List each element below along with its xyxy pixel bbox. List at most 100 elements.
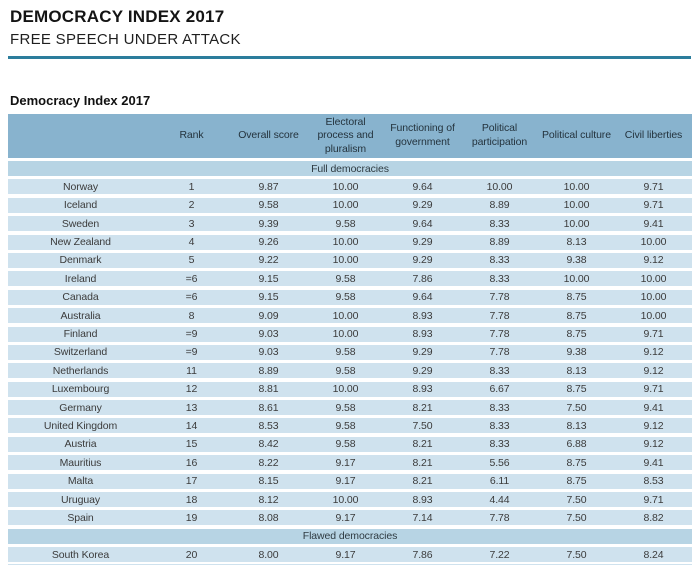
column-header-political-participation: Political participation bbox=[471, 122, 528, 148]
value-cell: 10.00 bbox=[563, 199, 590, 212]
table-row: Ireland =6 9.15 9.58 7.86 8.33 10.00 10.00 bbox=[8, 271, 692, 287]
value-cell: 10.00 bbox=[332, 199, 359, 212]
value-cell: 6.88 bbox=[566, 438, 587, 451]
value-cell: 7.78 bbox=[489, 328, 510, 341]
value-cell: 10.00 bbox=[332, 328, 359, 341]
value-cell: 9.58 bbox=[335, 419, 356, 432]
value-cell: 9.41 bbox=[643, 401, 664, 414]
value-cell: 9.09 bbox=[258, 309, 279, 322]
value-cell: 7.78 bbox=[489, 346, 510, 359]
table-row: Iceland 2 9.58 10.00 9.29 8.89 10.00 9.71 bbox=[8, 197, 692, 213]
value-cell: 9.58 bbox=[335, 364, 356, 377]
value-cell: 8.93 bbox=[412, 328, 433, 341]
value-cell: 9.12 bbox=[643, 438, 664, 451]
value-cell: 8.93 bbox=[412, 383, 433, 396]
country-cell: Denmark bbox=[59, 254, 102, 267]
country-cell: Malta bbox=[67, 475, 94, 488]
value-cell: 9.29 bbox=[412, 364, 433, 377]
value-cell: 9.58 bbox=[335, 438, 356, 451]
country-cell: Sweden bbox=[61, 217, 100, 230]
value-cell: 7.50 bbox=[412, 419, 433, 432]
value-cell: 7.50 bbox=[566, 511, 587, 524]
value-cell: 8.42 bbox=[258, 438, 279, 451]
value-cell: 9.12 bbox=[643, 364, 664, 377]
value-cell: 8.75 bbox=[566, 309, 587, 322]
value-cell: 6.67 bbox=[489, 383, 510, 396]
value-cell: 15 bbox=[185, 438, 198, 451]
value-cell: 9.12 bbox=[643, 419, 664, 432]
value-cell: 7.50 bbox=[566, 548, 587, 561]
value-cell: 8.21 bbox=[412, 456, 433, 469]
table-row: Austria 15 8.42 9.58 8.21 8.33 6.88 9.12 bbox=[8, 436, 692, 452]
country-cell: Finland bbox=[63, 328, 98, 341]
value-cell: 8.81 bbox=[258, 383, 279, 396]
value-cell: 8.82 bbox=[643, 511, 664, 524]
country-cell: Netherlands bbox=[52, 364, 109, 377]
value-cell: 8.75 bbox=[566, 383, 587, 396]
country-cell: Switzerland bbox=[53, 346, 108, 359]
country-cell: Iceland bbox=[63, 199, 98, 212]
table-row: Denmark 5 9.22 10.00 9.29 8.33 9.38 9.12 bbox=[8, 252, 692, 268]
value-cell: =6 bbox=[185, 291, 198, 304]
value-cell: 10.00 bbox=[563, 272, 590, 285]
country-cell: Ireland bbox=[64, 272, 97, 285]
value-cell: 10.00 bbox=[640, 291, 667, 304]
value-cell: 4 bbox=[188, 236, 195, 249]
value-cell: 8.89 bbox=[489, 199, 510, 212]
value-cell: 19 bbox=[185, 511, 198, 524]
country-cell: Mauritius bbox=[59, 456, 102, 469]
value-cell: 8.08 bbox=[258, 511, 279, 524]
value-cell: 9.64 bbox=[412, 217, 433, 230]
value-cell: 8.93 bbox=[412, 493, 433, 506]
divider-rule bbox=[8, 56, 691, 59]
value-cell: 8.21 bbox=[412, 401, 433, 414]
value-cell: 9.29 bbox=[412, 254, 433, 267]
value-cell: 9.58 bbox=[335, 217, 356, 230]
value-cell: 9.58 bbox=[258, 199, 279, 212]
value-cell: 9.38 bbox=[566, 346, 587, 359]
value-cell: 9.17 bbox=[335, 475, 356, 488]
value-cell: 9.22 bbox=[258, 254, 279, 267]
value-cell: 8.33 bbox=[489, 217, 510, 230]
table-row: Malta 17 8.15 9.17 8.21 6.11 8.75 8.53 bbox=[8, 473, 692, 489]
value-cell: 8.12 bbox=[258, 493, 279, 506]
country-cell: United Kingdom bbox=[43, 419, 118, 432]
table-row: South Korea 20 8.00 9.17 7.86 7.22 7.50 8.24 bbox=[8, 547, 692, 563]
table-row: New Zealand 4 9.26 10.00 9.29 8.89 8.13 10.00 bbox=[8, 234, 692, 250]
value-cell: 9.71 bbox=[643, 328, 664, 341]
value-cell: 7.50 bbox=[566, 493, 587, 506]
value-cell: 8.15 bbox=[258, 475, 279, 488]
value-cell: 8.33 bbox=[489, 419, 510, 432]
value-cell: 8.75 bbox=[566, 475, 587, 488]
value-cell: 4.44 bbox=[489, 493, 510, 506]
value-cell: 8.75 bbox=[566, 328, 587, 341]
value-cell: 8.33 bbox=[489, 364, 510, 377]
value-cell: 10.00 bbox=[640, 309, 667, 322]
value-cell: 9.58 bbox=[335, 401, 356, 414]
value-cell: 10.00 bbox=[640, 236, 667, 249]
value-cell: 9.39 bbox=[258, 217, 279, 230]
table-header-row: Rank Overall score Electoral process and… bbox=[8, 114, 692, 158]
table-row: Canada =6 9.15 9.58 9.64 7.78 8.75 10.00 bbox=[8, 289, 692, 305]
value-cell: 7.86 bbox=[412, 548, 433, 561]
section-row: Flawed democracies bbox=[8, 528, 692, 544]
value-cell: 8.33 bbox=[489, 438, 510, 451]
value-cell: 9.03 bbox=[258, 346, 279, 359]
value-cell: 10.00 bbox=[563, 217, 590, 230]
value-cell: 10.00 bbox=[640, 272, 667, 285]
value-cell: 6.11 bbox=[489, 475, 510, 488]
value-cell: 8 bbox=[188, 309, 195, 322]
value-cell: 9.58 bbox=[335, 291, 356, 304]
column-header-rank: Rank bbox=[179, 129, 204, 142]
value-cell: 3 bbox=[188, 217, 195, 230]
value-cell: 9.15 bbox=[258, 291, 279, 304]
value-cell: 7.22 bbox=[489, 548, 510, 561]
value-cell: 10.00 bbox=[332, 236, 359, 249]
value-cell: 9.58 bbox=[335, 272, 356, 285]
value-cell: 20 bbox=[185, 548, 198, 561]
value-cell: 8.21 bbox=[412, 475, 433, 488]
table-row: Sweden 3 9.39 9.58 9.64 8.33 10.00 9.41 bbox=[8, 216, 692, 232]
value-cell: 1 bbox=[188, 180, 195, 193]
value-cell: 9.29 bbox=[412, 236, 433, 249]
